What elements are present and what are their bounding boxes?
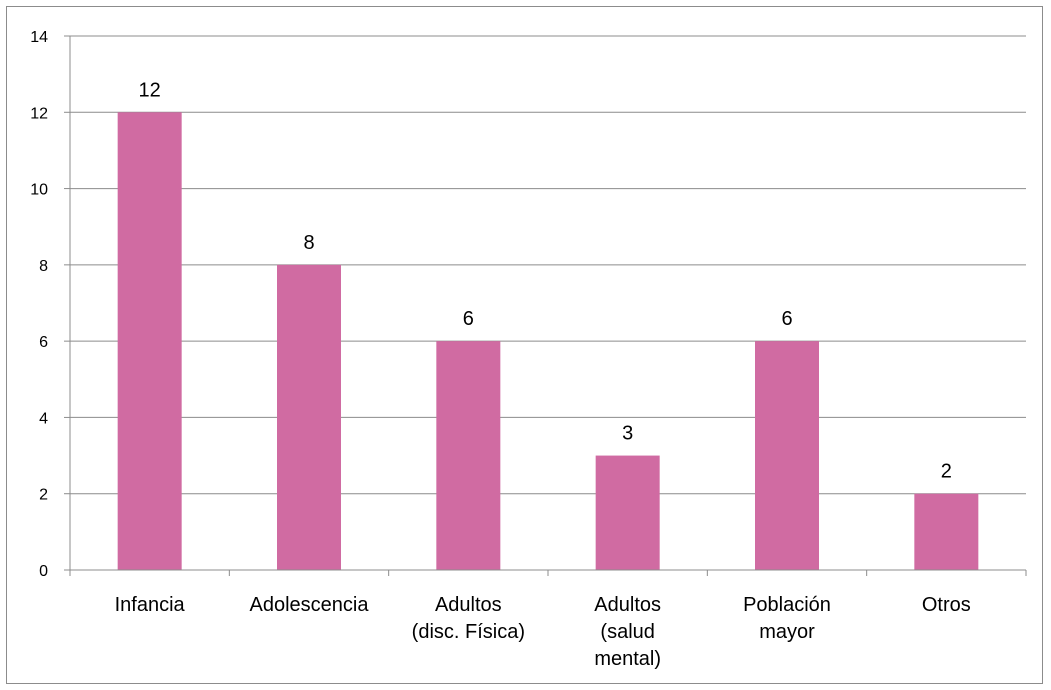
data-label: 12 xyxy=(139,79,161,101)
category-label: Adultos (disc. Física) xyxy=(412,594,525,643)
bar xyxy=(914,493,979,570)
data-label: 8 xyxy=(303,232,314,254)
category-label: Adultos (salud mental) xyxy=(594,594,661,670)
data-label: 2 xyxy=(941,461,952,483)
data-label: 3 xyxy=(622,423,633,445)
category-label-line: (salud xyxy=(600,621,654,643)
category-label-line: mayor xyxy=(759,621,815,643)
category-label-line: (disc. Física) xyxy=(412,621,525,643)
y-tick-label: 12 xyxy=(30,105,48,122)
y-tick-label: 6 xyxy=(39,334,48,351)
category-label-line: Adultos xyxy=(435,594,502,616)
gridlines xyxy=(70,35,1026,495)
bar xyxy=(755,341,819,570)
category-label-line: Otros xyxy=(922,594,971,616)
y-tick-label: 8 xyxy=(39,258,48,275)
axes xyxy=(64,35,1027,576)
data-label: 6 xyxy=(781,308,792,330)
bar xyxy=(595,455,660,570)
y-tick-label: 2 xyxy=(39,487,48,504)
category-label: Otros xyxy=(922,594,971,616)
category-label-line: mental) xyxy=(594,648,661,670)
category-label-line: Adultos xyxy=(594,594,661,616)
category-label-line: Adolescencia xyxy=(250,594,370,616)
data-label: 6 xyxy=(463,308,474,330)
category-label: Población mayor xyxy=(743,594,831,643)
bar xyxy=(117,112,182,571)
bar xyxy=(436,341,501,570)
y-tick-label: 4 xyxy=(39,410,48,427)
bar xyxy=(277,264,341,570)
y-tick-label: 14 xyxy=(30,29,48,46)
category-label: Adolescencia xyxy=(250,594,370,616)
labels: 0 2 4 6 8 10 12 14 12 Infancia 8 Adolescencia 6 Adult… xyxy=(30,29,971,670)
y-tick-label: 10 xyxy=(30,182,48,199)
category-label-line: Infancia xyxy=(115,594,186,616)
category-label-line: Población xyxy=(743,594,831,616)
category-label: Infancia xyxy=(115,594,186,616)
bars xyxy=(117,112,979,571)
y-tick-label: 0 xyxy=(39,563,48,580)
